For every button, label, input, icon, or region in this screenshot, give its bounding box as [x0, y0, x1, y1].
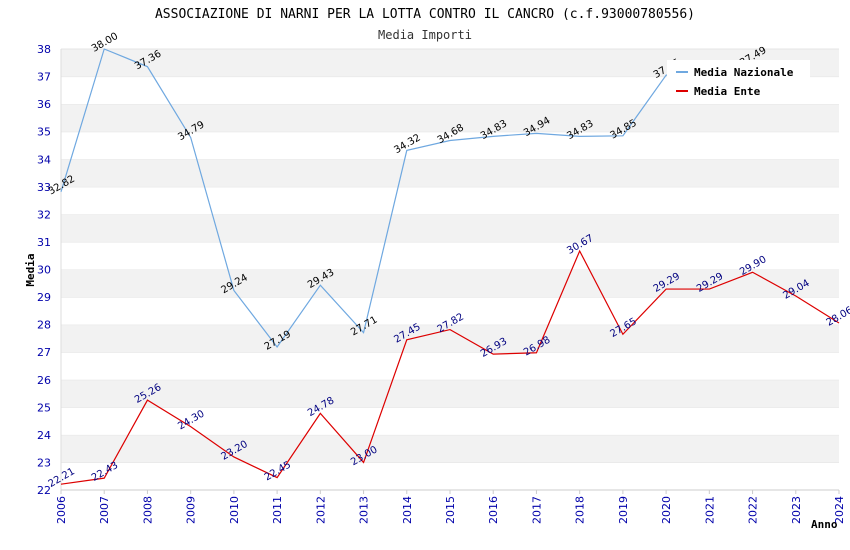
y-tick-label: 32 — [37, 208, 51, 221]
series-line-media-ente — [60, 249, 840, 485]
x-tick-label: 2017 — [530, 496, 543, 524]
y-axis-ticks: 22 23 24 25 26 27 28 29 30 31 32 33 34 35 36 37 38 — [37, 43, 51, 497]
y-tick-label: 22 — [37, 484, 51, 497]
y-tick-label: 36 — [37, 98, 51, 111]
grid-bands — [60, 48, 839, 491]
x-tick-label: 2016 — [487, 496, 500, 524]
y-tick-label: 24 — [37, 429, 51, 442]
x-tick-label: 2015 — [444, 496, 457, 524]
x-tick-label: 2018 — [574, 496, 587, 524]
chart-title: ASSOCIAZIONE DI NARNI PER LA LOTTA CONTR… — [155, 7, 695, 22]
y-tick-label: 33 — [37, 181, 51, 194]
y-tick-label: 38 — [37, 43, 51, 56]
x-tick-label: 2014 — [401, 496, 414, 524]
x-tick-label: 2019 — [617, 496, 630, 524]
legend-label: Media Ente — [694, 85, 761, 98]
x-tick-label: 2020 — [660, 496, 673, 524]
x-axis-label: Anno — [811, 518, 838, 531]
x-tick-label: 2009 — [185, 496, 198, 524]
y-tick-label: 35 — [37, 126, 51, 139]
grid-band — [61, 186, 839, 215]
grid-band — [61, 352, 839, 380]
x-tick-label: 2022 — [747, 496, 760, 524]
y-tick-label: 25 — [37, 401, 51, 414]
x-tick-label: 2010 — [228, 496, 241, 524]
y-tick-label: 28 — [37, 319, 51, 332]
grid-band — [61, 269, 839, 298]
y-tick-label: 34 — [37, 153, 51, 166]
x-tick-label: 2012 — [314, 496, 327, 524]
x-tick-label: 2007 — [98, 496, 111, 524]
x-tick-label: 2006 — [55, 496, 68, 524]
x-tick-label: 2024 — [833, 496, 846, 524]
grid-band — [61, 104, 839, 132]
y-tick-label: 37 — [37, 71, 51, 84]
legend-background — [667, 60, 810, 104]
x-axis-ticks: 2006 2007 2008 2009 2010 2011 2012 2013 2014 2015… — [55, 490, 846, 524]
series-line-media-nazionale — [60, 48, 753, 348]
grid-band — [61, 407, 839, 435]
x-tick-label: 2008 — [141, 496, 154, 524]
legend: Media Nazionale Media Ente — [667, 60, 810, 104]
y-tick-label: 26 — [37, 374, 51, 387]
grid-band — [61, 462, 839, 490]
grid-band — [61, 434, 839, 463]
y-tick-label: 29 — [37, 291, 51, 304]
y-tick-label: 27 — [37, 346, 51, 359]
x-tick-label: 2011 — [271, 496, 284, 524]
y-axis-label: Media — [24, 253, 37, 286]
y-tick-label: 23 — [37, 456, 51, 469]
grid-band — [61, 214, 839, 242]
grid-band — [61, 159, 839, 187]
grid-band — [61, 131, 839, 160]
grid-band — [61, 241, 839, 270]
y-tick-label: 31 — [37, 236, 51, 249]
x-tick-label: 2021 — [703, 496, 716, 524]
chart-subtitle: Media Importi — [378, 28, 472, 42]
series-lines — [60, 48, 840, 485]
x-tick-label: 2023 — [790, 496, 803, 524]
x-tick-label: 2013 — [358, 496, 371, 524]
grid-band — [61, 379, 839, 408]
grid-band — [61, 297, 839, 325]
y-tick-label: 30 — [37, 264, 51, 277]
legend-label: Media Nazionale — [694, 66, 794, 79]
